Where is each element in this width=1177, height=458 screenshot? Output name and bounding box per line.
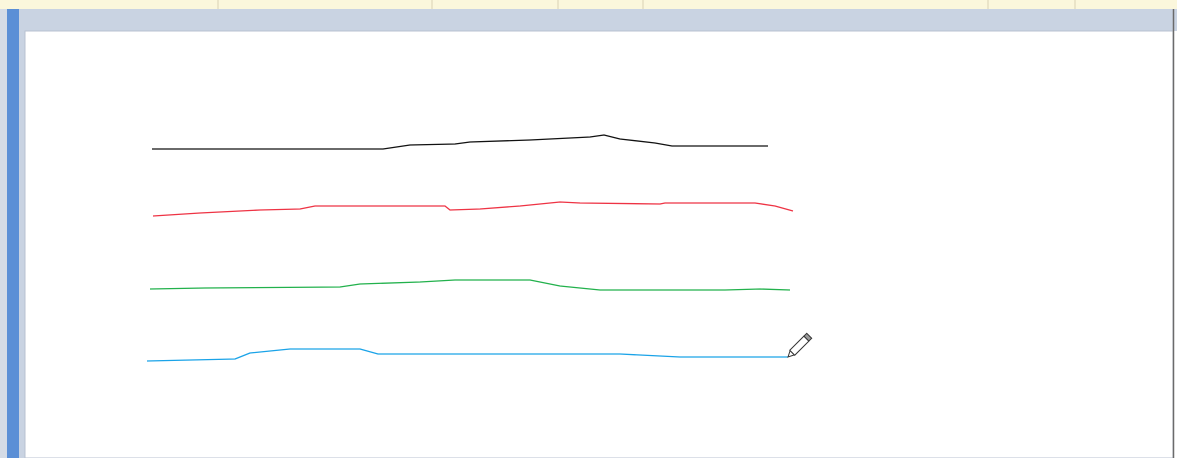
ribbon-separators: [217, 0, 1076, 9]
ribbon-strip: [0, 0, 1177, 9]
black-stroke: [152, 134, 768, 150]
workspace-left: [19, 22, 25, 458]
strokes: [146, 134, 794, 362]
workspace-top: [0, 9, 1177, 31]
canvas[interactable]: [24, 30, 1174, 458]
red-stroke: [152, 201, 794, 217]
green-stroke: [149, 279, 791, 291]
pencil-eraser: [803, 332, 813, 342]
frame-left: [0, 9, 7, 458]
blue-stroke: [146, 348, 788, 362]
frame-blue-bar: [7, 9, 19, 458]
pencil-cursor: [787, 332, 813, 358]
